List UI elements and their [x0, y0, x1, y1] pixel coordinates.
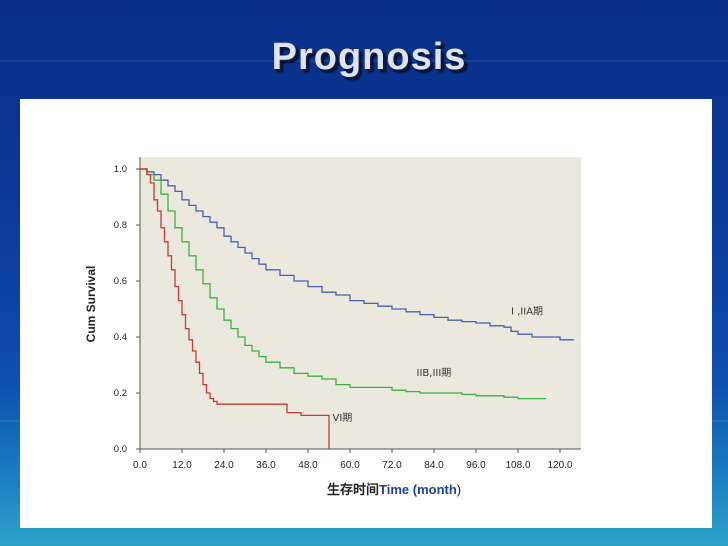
- y-tick-label: 1.0: [114, 164, 127, 175]
- x-tick-label: 24.0: [214, 460, 234, 471]
- x-axis-label: 生存时间Time (month): [327, 482, 461, 498]
- series-line-2: [140, 168, 546, 400]
- x-tick-label: 72.0: [382, 460, 402, 471]
- x-tick-label: 12.0: [172, 460, 192, 471]
- x-axis-label-cn: 生存时间: [327, 482, 379, 498]
- x-tick-label: 60.0: [340, 460, 360, 471]
- y-tick-label: 0.0: [114, 444, 127, 455]
- series-label-2: IIB,III期: [417, 367, 452, 379]
- x-tick-label: 0.0: [133, 460, 147, 471]
- y-tick-label: 0.4: [114, 332, 127, 343]
- y-tick-label: 0.6: [114, 276, 127, 287]
- series-label-1: I ,IIA期: [511, 306, 543, 318]
- y-tick-label: 0.2: [114, 388, 127, 399]
- background-stripe: [0, 60, 728, 62]
- x-axis-label-en: Time (month: [379, 482, 457, 497]
- plot-background: [140, 157, 581, 449]
- x-tick-label: 36.0: [256, 460, 276, 471]
- y-tick-label: 0.8: [114, 220, 127, 231]
- x-tick-label: 108.0: [505, 460, 530, 471]
- series-label-3: VI期: [333, 412, 353, 424]
- x-tick-label: 96.0: [466, 460, 486, 471]
- y-axis-label: Cum Survival: [84, 266, 98, 343]
- series-line-1: [140, 168, 574, 341]
- x-tick-label: 48.0: [298, 460, 318, 471]
- x-tick-label: 84.0: [424, 460, 444, 471]
- x-tick-label: 120.0: [547, 460, 572, 471]
- x-axis-label-close: ): [457, 482, 461, 497]
- plot-area: 0.0 0.2 0.4 0.6 0.8 1.0 0.0 12.0 24.0 36.0 48.0 60.…: [114, 157, 581, 471]
- series-line-3: [140, 168, 330, 449]
- slide-title: Prognosis: [271, 36, 467, 78]
